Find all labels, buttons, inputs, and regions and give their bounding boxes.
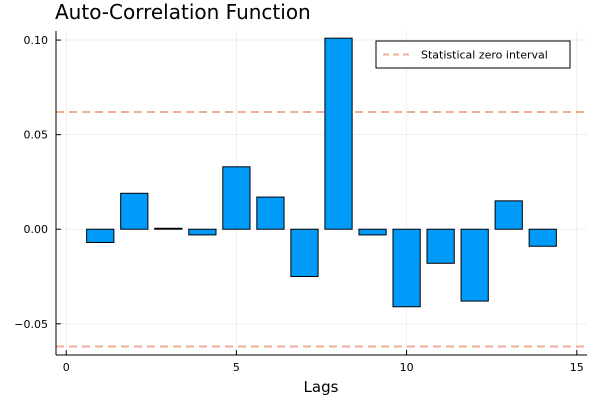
x-tick-label: 0	[63, 361, 70, 374]
acf-bar	[188, 228, 217, 236]
acf-bar	[86, 228, 115, 243]
acf-bar	[324, 37, 353, 230]
axes	[55, 31, 587, 356]
legend: Statistical zero interval	[375, 40, 571, 69]
y-tick-label: 0.10	[24, 34, 49, 47]
y-tick-label: 0.00	[24, 223, 49, 236]
y-tick-labels: −0.05 0.00 0.05 0.10	[14, 34, 48, 331]
y-tick-label: 0.05	[24, 129, 49, 142]
acf-bar	[222, 166, 251, 230]
acf-bar	[528, 228, 557, 247]
acf-bar	[120, 192, 149, 230]
acf-bar	[494, 200, 523, 230]
legend-label: Statistical zero interval	[421, 49, 548, 62]
acf-bar	[154, 227, 183, 230]
acf-bar	[460, 228, 489, 302]
acf-bar	[392, 228, 421, 308]
y-tick-label: −0.05	[14, 318, 48, 331]
acf-bar	[358, 228, 387, 236]
zero-interval-lines	[56, 110, 587, 348]
x-axis-label: Lags	[304, 378, 339, 396]
x-tick-labels: 0 5 10 15	[63, 361, 584, 374]
bars	[86, 37, 557, 308]
x-tick-label: 15	[570, 361, 584, 374]
x-tick-label: 10	[400, 361, 414, 374]
acf-bar	[426, 228, 455, 264]
acf-bar	[290, 228, 319, 278]
chart-title: Auto-Correlation Function	[55, 0, 311, 24]
acf-bar	[256, 196, 285, 230]
x-tick-label: 5	[233, 361, 240, 374]
